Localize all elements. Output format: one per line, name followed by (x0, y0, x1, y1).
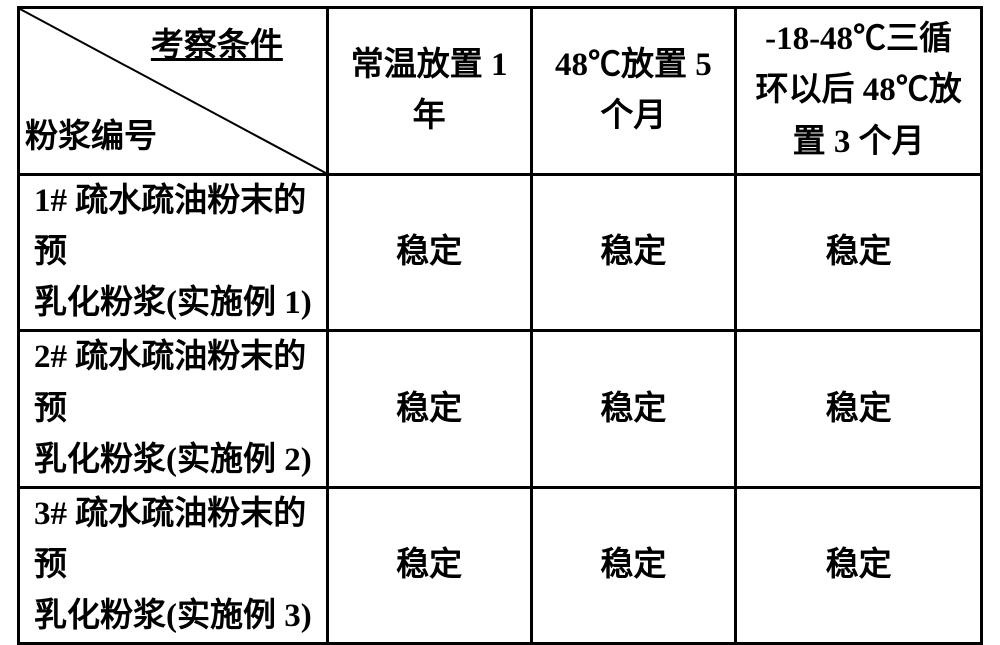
header-col-c-line2: 个月 (600, 98, 666, 134)
header-col-b-line1: 常温放置 1 (351, 47, 508, 83)
header-col-c-line1: 48℃放置 5 (555, 47, 712, 83)
row-label-2: 2# 疏水疏油粉末的预 乳化粉浆(实施例 2) (19, 331, 328, 487)
header-col-d-line2: 环以后 48℃放 (755, 72, 961, 108)
table-row: 2# 疏水疏油粉末的预 乳化粉浆(实施例 2) 稳定 稳定 稳定 (19, 331, 982, 487)
header-col-b: 常温放置 1 年 (327, 8, 531, 175)
row3-c3: 稳定 (736, 487, 982, 643)
header-condition-label: 考察条件 (151, 21, 283, 72)
row2-label-line1: 2# 疏水疏油粉末的预 (34, 339, 306, 426)
row1-c2: 稳定 (531, 175, 736, 331)
row3-c2: 稳定 (531, 487, 736, 643)
row2-c3: 稳定 (736, 331, 982, 487)
row2-c2: 稳定 (531, 331, 736, 487)
row2-c1: 稳定 (327, 331, 531, 487)
header-col-c: 48℃放置 5 个月 (531, 8, 736, 175)
page-container: 考察条件 粉浆编号 常温放置 1 年 48℃放置 5 个月 -18-48℃三循 … (0, 0, 1000, 544)
row3-c1: 稳定 (327, 487, 531, 643)
table-row: 3# 疏水疏油粉末的预 乳化粉浆(实施例 3) 稳定 稳定 稳定 (19, 487, 982, 643)
row1-c3: 稳定 (736, 175, 982, 331)
row3-label-line1: 3# 疏水疏油粉末的预 (34, 496, 306, 583)
row1-label-line2: 乳化粉浆(实施例 1) (34, 285, 312, 321)
header-row: 考察条件 粉浆编号 常温放置 1 年 48℃放置 5 个月 -18-48℃三循 … (19, 8, 982, 175)
header-col-d-line1: -18-48℃三循 (765, 21, 952, 57)
diagonal-header-cell: 考察条件 粉浆编号 (19, 8, 328, 175)
table-row: 1# 疏水疏油粉末的预 乳化粉浆(实施例 1) 稳定 稳定 稳定 (19, 175, 982, 331)
row1-label-line1: 1# 疏水疏油粉末的预 (34, 183, 306, 270)
header-col-d: -18-48℃三循 环以后 48℃放 置 3 个月 (736, 8, 982, 175)
row-label-1: 1# 疏水疏油粉末的预 乳化粉浆(实施例 1) (19, 175, 328, 331)
header-col-b-line2: 年 (413, 98, 446, 134)
row2-label-line2: 乳化粉浆(实施例 2) (34, 442, 312, 478)
header-slurry-label: 粉浆编号 (25, 112, 157, 163)
row3-label-line2: 乳化粉浆(实施例 3) (34, 598, 312, 634)
row1-c1: 稳定 (327, 175, 531, 331)
row-label-3: 3# 疏水疏油粉末的预 乳化粉浆(实施例 3) (19, 487, 328, 643)
stability-table: 考察条件 粉浆编号 常温放置 1 年 48℃放置 5 个月 -18-48℃三循 … (17, 6, 983, 645)
header-col-d-line3: 置 3 个月 (793, 124, 925, 160)
